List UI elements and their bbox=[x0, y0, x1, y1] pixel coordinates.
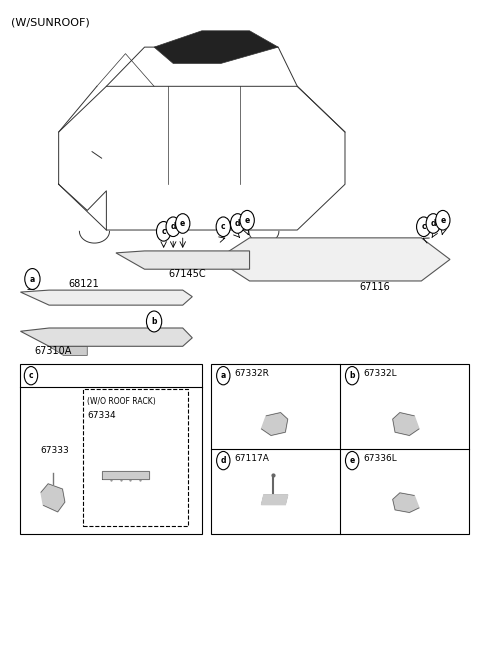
Polygon shape bbox=[262, 413, 288, 436]
Text: 67117A: 67117A bbox=[234, 454, 269, 463]
Polygon shape bbox=[21, 290, 192, 305]
Text: (W/SUNROOF): (W/SUNROOF) bbox=[11, 18, 90, 28]
Circle shape bbox=[346, 367, 359, 385]
Text: e: e bbox=[349, 456, 355, 465]
Text: c: c bbox=[29, 371, 33, 380]
Text: a: a bbox=[30, 274, 35, 283]
Circle shape bbox=[146, 311, 162, 332]
Text: 67336L: 67336L bbox=[363, 454, 397, 463]
Polygon shape bbox=[41, 483, 65, 512]
Text: a: a bbox=[221, 371, 226, 380]
Text: b: b bbox=[151, 317, 157, 326]
Text: d: d bbox=[431, 219, 436, 228]
Circle shape bbox=[166, 217, 180, 237]
Text: 68121: 68121 bbox=[68, 279, 99, 289]
Circle shape bbox=[240, 211, 254, 230]
Text: e: e bbox=[440, 216, 445, 225]
Text: b: b bbox=[349, 371, 355, 380]
Polygon shape bbox=[102, 470, 149, 479]
Text: d: d bbox=[235, 219, 240, 228]
Text: c: c bbox=[221, 222, 226, 232]
Text: 67310A: 67310A bbox=[35, 346, 72, 356]
Circle shape bbox=[24, 367, 37, 385]
Circle shape bbox=[216, 217, 230, 237]
Text: d: d bbox=[220, 456, 226, 465]
Text: 67145C: 67145C bbox=[168, 269, 206, 279]
Circle shape bbox=[346, 451, 359, 470]
Text: c: c bbox=[161, 227, 166, 236]
Text: 67334: 67334 bbox=[87, 411, 116, 420]
Bar bbox=[21, 364, 202, 534]
Text: (W/O ROOF RACK): (W/O ROOF RACK) bbox=[87, 397, 156, 405]
Circle shape bbox=[230, 214, 245, 234]
Polygon shape bbox=[393, 493, 419, 512]
Circle shape bbox=[417, 217, 431, 237]
Circle shape bbox=[436, 211, 450, 230]
Text: 67332L: 67332L bbox=[363, 369, 397, 379]
Circle shape bbox=[426, 214, 441, 234]
Text: 67332R: 67332R bbox=[234, 369, 269, 379]
Text: d: d bbox=[170, 222, 176, 232]
Bar bbox=[83, 389, 188, 526]
Polygon shape bbox=[21, 328, 192, 346]
Text: e: e bbox=[244, 216, 250, 225]
Text: e: e bbox=[180, 219, 185, 228]
Circle shape bbox=[176, 214, 190, 234]
Circle shape bbox=[216, 367, 230, 385]
Text: 67333: 67333 bbox=[40, 445, 69, 455]
Polygon shape bbox=[49, 346, 87, 356]
Polygon shape bbox=[216, 238, 450, 281]
Text: c: c bbox=[421, 222, 426, 232]
Circle shape bbox=[25, 268, 40, 289]
Text: 67116: 67116 bbox=[360, 282, 390, 292]
Polygon shape bbox=[154, 31, 278, 64]
Polygon shape bbox=[393, 413, 419, 436]
Circle shape bbox=[216, 451, 230, 470]
Polygon shape bbox=[116, 251, 250, 269]
Circle shape bbox=[156, 222, 171, 241]
Bar bbox=[211, 364, 469, 534]
Polygon shape bbox=[262, 495, 288, 504]
